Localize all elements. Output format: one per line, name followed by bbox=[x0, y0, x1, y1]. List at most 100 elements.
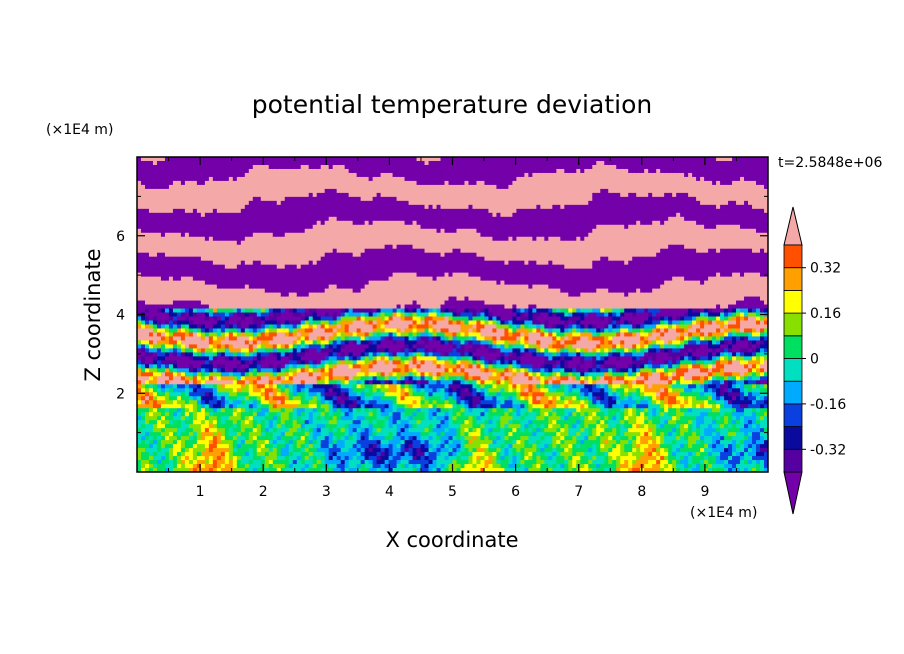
field-cell bbox=[156, 380, 162, 385]
field-cell bbox=[316, 172, 322, 178]
field-cell bbox=[252, 196, 258, 202]
field-cell bbox=[304, 452, 310, 457]
field-cell bbox=[208, 200, 214, 206]
field-cell bbox=[192, 440, 198, 445]
field-cell bbox=[380, 280, 386, 286]
field-cell bbox=[144, 288, 150, 294]
field-cell bbox=[292, 452, 298, 457]
field-cell bbox=[252, 456, 258, 461]
field-cell bbox=[184, 408, 190, 413]
field-cell bbox=[380, 448, 386, 453]
field-cell bbox=[304, 360, 310, 365]
field-cell bbox=[144, 408, 150, 413]
field-cell bbox=[160, 388, 166, 393]
field-cell bbox=[260, 408, 266, 413]
field-cell bbox=[304, 284, 310, 290]
field-cell bbox=[336, 376, 342, 381]
field-cell bbox=[156, 300, 162, 306]
field-cell bbox=[296, 408, 302, 413]
field-cell bbox=[348, 276, 354, 282]
field-cell bbox=[260, 336, 266, 342]
field-cell bbox=[316, 180, 322, 186]
field-cell bbox=[144, 296, 150, 302]
field-cell bbox=[172, 436, 178, 441]
field-cell bbox=[360, 216, 366, 222]
field-cell bbox=[276, 168, 282, 174]
field-cell bbox=[240, 396, 246, 401]
field-cell bbox=[344, 244, 350, 250]
field-cell bbox=[344, 296, 350, 302]
field-cell bbox=[288, 220, 294, 226]
field-cell bbox=[324, 436, 330, 441]
field-cell bbox=[216, 360, 222, 365]
field-cell bbox=[240, 232, 246, 238]
field-cell bbox=[220, 157, 226, 162]
field-cell bbox=[184, 396, 190, 401]
field-cell bbox=[240, 176, 246, 182]
field-cell bbox=[344, 208, 350, 214]
field-cell bbox=[248, 464, 254, 469]
field-cell bbox=[304, 432, 310, 437]
field-cell bbox=[168, 368, 174, 373]
field-cell bbox=[308, 276, 314, 282]
field-cell bbox=[288, 272, 294, 278]
field-cell bbox=[204, 220, 210, 226]
field-cell bbox=[264, 292, 270, 298]
field-cell bbox=[280, 224, 286, 230]
field-cell bbox=[300, 204, 306, 210]
field-cell bbox=[184, 312, 190, 318]
field-cell bbox=[312, 224, 318, 230]
field-cell bbox=[228, 300, 234, 306]
field-cell bbox=[380, 188, 386, 194]
field-cell bbox=[216, 308, 222, 314]
field-cell bbox=[232, 332, 238, 338]
field-cell bbox=[308, 424, 314, 429]
field-cell bbox=[216, 280, 222, 286]
field-cell bbox=[372, 352, 378, 357]
field-cell bbox=[244, 264, 250, 270]
field-cell bbox=[148, 420, 154, 425]
field-cell bbox=[364, 432, 370, 437]
field-cell bbox=[360, 232, 366, 238]
field-cell bbox=[148, 180, 154, 186]
field-cell bbox=[336, 296, 342, 302]
field-cell bbox=[164, 440, 170, 445]
field-cell bbox=[332, 468, 338, 472]
field-cell bbox=[276, 276, 282, 282]
field-cell bbox=[272, 168, 278, 174]
field-cell bbox=[360, 352, 366, 357]
field-cell bbox=[304, 288, 310, 294]
field-cell bbox=[196, 396, 202, 401]
field-cell bbox=[288, 436, 294, 441]
field-cell bbox=[196, 288, 202, 294]
field-cell bbox=[324, 316, 330, 322]
field-cell bbox=[272, 308, 278, 314]
field-cell bbox=[272, 276, 278, 282]
field-cell bbox=[220, 464, 226, 469]
field-cell bbox=[296, 412, 302, 417]
field-cell bbox=[316, 328, 322, 334]
field-cell bbox=[240, 404, 246, 409]
field-cell bbox=[200, 336, 206, 342]
field-cell bbox=[168, 324, 174, 330]
field-cell bbox=[360, 468, 366, 472]
field-cell bbox=[180, 212, 186, 218]
field-cell bbox=[180, 404, 186, 409]
field-cell bbox=[236, 264, 242, 270]
field-cell bbox=[232, 372, 238, 377]
field-cell bbox=[220, 368, 226, 373]
field-cell bbox=[236, 420, 242, 425]
field-cell bbox=[276, 220, 282, 226]
field-cell bbox=[248, 460, 254, 465]
field-cell bbox=[300, 340, 306, 346]
field-cell bbox=[332, 248, 338, 254]
field-cell bbox=[192, 344, 198, 349]
field-cell bbox=[228, 168, 234, 174]
field-cell bbox=[292, 336, 298, 342]
field-cell bbox=[137, 420, 142, 425]
field-cell bbox=[300, 456, 306, 461]
field-cell bbox=[288, 316, 294, 322]
field-cell bbox=[332, 392, 338, 397]
field-cell bbox=[292, 284, 298, 290]
